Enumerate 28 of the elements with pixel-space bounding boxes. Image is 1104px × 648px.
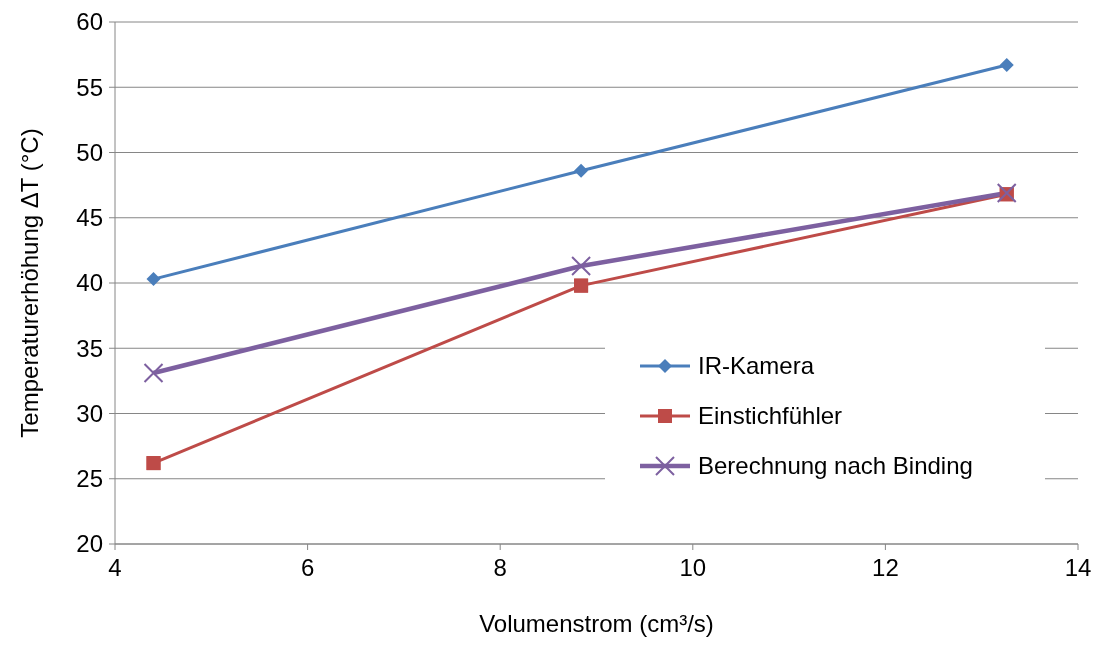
y-axis-title: Temperaturerhöhung ΔT (°C): [16, 128, 43, 438]
point: [146, 456, 161, 471]
point: [999, 58, 1014, 73]
x-tick-label: 6: [300, 554, 315, 581]
x-tick-label: 14: [1064, 554, 1092, 581]
y-tick-label: 60: [76, 8, 103, 36]
y-tick-label: 35: [76, 334, 103, 362]
legend-label: IR-Kamera: [698, 352, 815, 380]
point: [574, 163, 589, 178]
y-tick-label: 20: [76, 530, 103, 558]
point: [143, 363, 164, 384]
y-tick-label: 50: [76, 138, 103, 166]
x-tick-label: 4: [108, 554, 122, 581]
point: [571, 256, 592, 277]
point: [574, 278, 589, 293]
x-tick-label: 10: [679, 554, 707, 581]
x-tick-label: 12: [872, 554, 899, 581]
x-tick-label: 8: [493, 554, 507, 581]
point: [996, 182, 1017, 203]
legend-label: Berechnung nach Binding: [698, 452, 973, 480]
y-tick-label: 45: [76, 204, 103, 232]
x-axis-title: Volumenstrom (cm³/s): [479, 610, 714, 637]
y-tick-label: 40: [76, 269, 103, 297]
y-tick-label: 30: [76, 399, 103, 427]
y-tick-label: 25: [76, 465, 103, 493]
point: [146, 272, 161, 287]
y-tick-label: 55: [76, 73, 103, 101]
legend-label: Einstichfühler: [698, 402, 843, 430]
